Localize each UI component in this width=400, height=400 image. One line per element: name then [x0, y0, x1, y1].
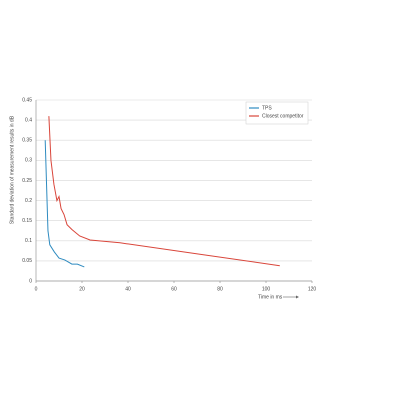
y-tick-label: 0.05	[22, 258, 32, 264]
x-axis-label: Time in ms	[258, 294, 283, 300]
legend-label: Closest competitor	[262, 113, 304, 119]
x-tick-label: 0	[35, 286, 38, 292]
x-tick-label: 60	[171, 286, 177, 292]
y-tick-label: 0.45	[22, 97, 32, 103]
series-line	[48, 116, 280, 267]
x-tick-label: 120	[308, 286, 317, 292]
y-tick-label: 0.1	[25, 238, 32, 244]
y-tick-label: 0.35	[22, 138, 32, 144]
x-tick-label: 40	[125, 286, 131, 292]
y-tick-label: 0.4	[25, 117, 32, 123]
legend-box	[245, 101, 309, 125]
y-tick-label: 0.2	[25, 198, 32, 204]
x-tick-label: 20	[79, 286, 85, 292]
y-tick-label: 0.25	[22, 178, 32, 184]
legend-label: TPS	[262, 105, 272, 111]
y-axis-label: Standard deviation of measurement result…	[9, 115, 15, 224]
y-tick-label: 0.3	[25, 158, 32, 164]
series-line	[44, 140, 85, 268]
y-tick-label: 0.15	[22, 218, 32, 224]
x-tick-label: 80	[217, 286, 223, 292]
x-axis-arrow-head	[296, 295, 299, 299]
y-tick-label: 0	[29, 278, 32, 284]
x-tick-label: 100	[262, 286, 271, 292]
